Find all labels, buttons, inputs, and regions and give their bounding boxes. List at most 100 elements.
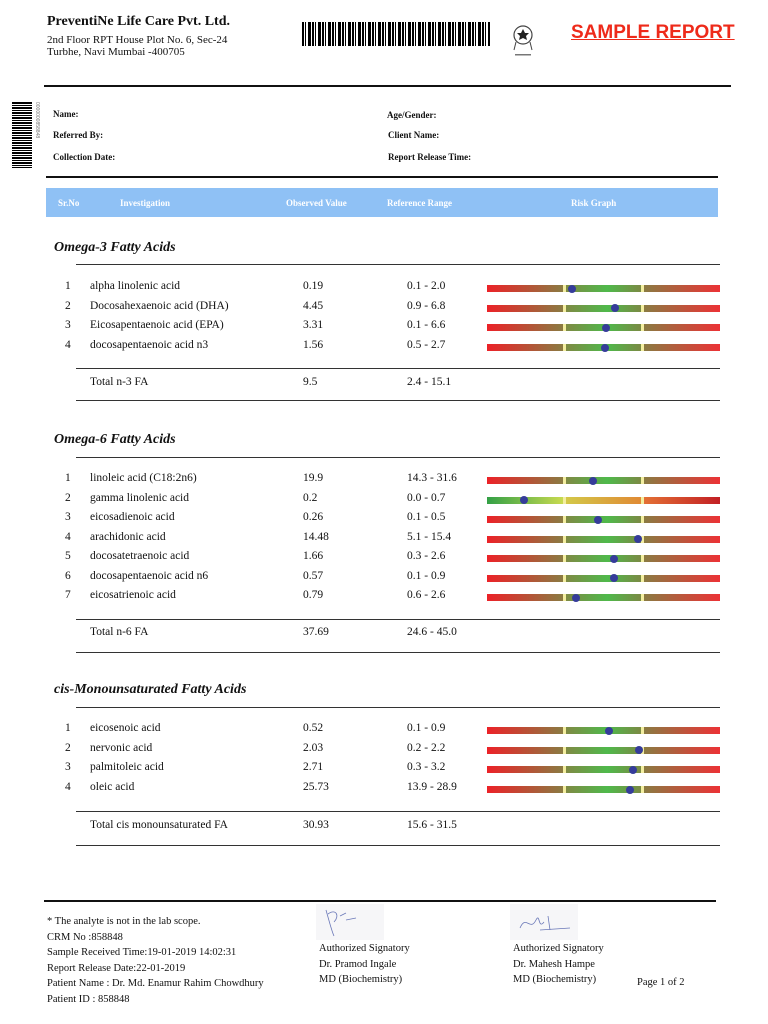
risk-segment-normal — [566, 555, 641, 562]
row-sr-number: 1 — [65, 722, 71, 734]
sample-received-time: Sample Received Time:19-01-2019 14:02:31 — [47, 947, 237, 959]
risk-segment-normal — [566, 786, 641, 794]
risk-segment-low — [487, 555, 563, 562]
risk-divider — [641, 344, 644, 352]
table-row: 2 Docosahexaenoic acid (DHA) 4.45 0.9 - 6.8 — [0, 300, 768, 318]
risk-segment-low — [487, 766, 563, 774]
header-investigation: Investigation — [120, 198, 171, 208]
reference-range: 13.9 - 28.9 — [407, 781, 457, 794]
risk-divider — [641, 285, 644, 292]
total-name: Total cis monounsaturated FA — [90, 819, 228, 831]
patient-id: Patient ID : 858848 — [47, 993, 130, 1005]
risk-divider — [563, 746, 566, 754]
table-row: 1 eicosenoic acid 0.52 0.1 - 0.9 — [0, 722, 768, 740]
risk-divider — [563, 594, 566, 601]
observed-value: 0.79 — [303, 589, 324, 601]
observed-value: 0.52 — [303, 722, 324, 734]
table-row: 7 eicosatrienoic acid 0.79 0.6 - 2.6 — [0, 589, 768, 607]
risk-segment-low — [487, 727, 563, 734]
investigation-name: eicosatrienoic acid — [90, 589, 176, 601]
risk-divider — [563, 766, 566, 774]
reference-range: 0.2 - 2.2 — [407, 741, 446, 754]
risk-marker — [609, 574, 618, 582]
observed-value: 4.45 — [303, 299, 324, 312]
investigation-name: docosapentaenoic acid n3 — [90, 339, 209, 352]
table-row: 6 docosapentaenoic acid n6 0.57 0.1 - 0.9 — [0, 570, 768, 588]
signature-image — [510, 904, 578, 940]
risk-segment-high — [644, 324, 720, 332]
risk-graph — [487, 593, 720, 602]
risk-graph — [487, 765, 720, 774]
signatory-2: Authorized Signatory Dr. Mahesh Hampe MD… — [513, 941, 604, 988]
risk-segment-high — [644, 594, 720, 601]
row-sr-number: 3 — [65, 319, 71, 332]
signatory-title: Authorized Signatory — [513, 943, 604, 954]
reference-range: 0.3 - 2.6 — [407, 550, 446, 562]
risk-divider — [641, 496, 644, 504]
risk-marker — [589, 476, 597, 485]
risk-marker — [626, 785, 635, 794]
risk-marker — [634, 535, 643, 543]
section-end-divider — [76, 652, 720, 653]
risk-segment-normal — [566, 727, 641, 734]
risk-divider — [641, 516, 644, 523]
risk-marker — [594, 515, 603, 524]
release-time-label: Report Release Time: — [388, 152, 472, 162]
risk-divider — [641, 535, 644, 543]
risk-segment-normal — [566, 594, 641, 601]
investigation-name: docosapentaenoic acid n6 — [90, 569, 209, 582]
row-sr-number: 6 — [65, 569, 71, 582]
signatory-1: Authorized Signatory Dr. Pramod Ingale M… — [319, 941, 410, 988]
header-sr: Sr.No — [58, 198, 80, 208]
risk-segment-normal — [566, 746, 641, 754]
risk-divider — [563, 786, 566, 794]
reference-range: 14.3 - 31.6 — [407, 472, 457, 484]
table-row: 3 Eicosapentaenoic acid (EPA) 3.31 0.1 - 6.… — [0, 319, 768, 337]
risk-segment-low — [487, 304, 563, 312]
investigation-name: Eicosapentaenoic acid (EPA) — [90, 319, 224, 332]
risk-divider — [563, 574, 566, 582]
risk-segment-low — [487, 535, 563, 543]
sample-report-stamp: SAMPLE REPORT — [571, 22, 735, 43]
reference-range: 0.1 - 0.5 — [407, 511, 446, 523]
table-row: 4 arachidonic acid 14.48 5.1 - 15.4 — [0, 531, 768, 549]
risk-divider — [563, 477, 566, 484]
risk-segment-high — [644, 304, 720, 312]
risk-divider — [563, 344, 566, 352]
risk-divider — [641, 324, 644, 332]
row-sr-number: 5 — [65, 550, 71, 562]
row-sr-number: 2 — [65, 741, 71, 754]
observed-value: 0.26 — [303, 511, 324, 523]
observed-value: 2.71 — [303, 761, 324, 774]
total-range: 15.6 - 31.5 — [407, 819, 457, 831]
risk-segment-normal — [566, 285, 641, 292]
table-row: 1 alpha linolenic acid 0.19 0.1 - 2.0 — [0, 280, 768, 298]
section-divider — [76, 707, 720, 708]
table-row: 2 nervonic acid 2.03 0.2 - 2.2 — [0, 742, 768, 760]
risk-divider — [641, 555, 644, 562]
collection-date-label: Collection Date: — [53, 152, 116, 162]
total-divider — [76, 368, 720, 369]
risk-divider — [563, 304, 566, 312]
reference-range: 0.9 - 6.8 — [407, 299, 446, 312]
referred-by-label: Referred By: — [53, 130, 104, 140]
total-divider — [76, 811, 720, 812]
risk-divider — [641, 766, 644, 774]
risk-graph — [487, 785, 720, 794]
risk-divider — [563, 496, 566, 504]
investigation-name: alpha linolenic acid — [90, 280, 181, 292]
risk-segment-high — [644, 285, 720, 292]
crm-number: CRM No :858848 — [47, 931, 123, 943]
row-sr-number: 2 — [65, 299, 71, 312]
reference-range: 0.5 - 2.7 — [407, 339, 446, 352]
risk-segment-high — [644, 516, 720, 523]
total-value: 37.69 — [303, 626, 329, 638]
risk-marker — [571, 593, 580, 602]
table-row: 1 linoleic acid (C18:2n6) 19.9 14.3 - 31.6 — [0, 472, 768, 490]
investigation-name: Docosahexaenoic acid (DHA) — [90, 299, 229, 312]
risk-graph — [487, 515, 720, 524]
risk-segment-high — [644, 555, 720, 562]
risk-segment-high — [644, 344, 720, 352]
risk-divider — [563, 727, 566, 734]
risk-segment-normal — [566, 766, 641, 774]
